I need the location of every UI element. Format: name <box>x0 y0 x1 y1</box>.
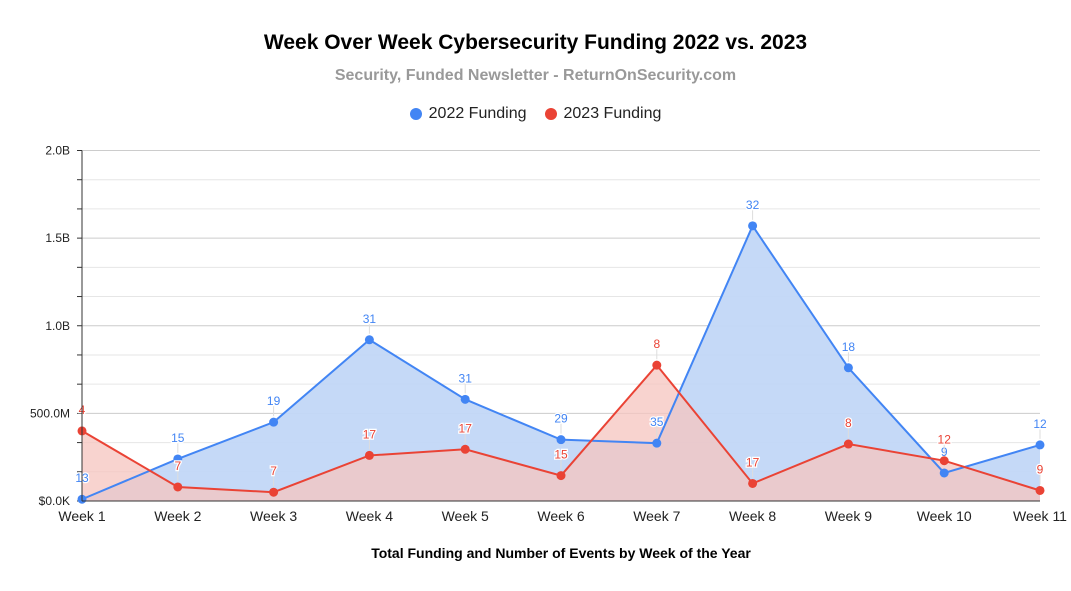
data-point <box>748 478 758 488</box>
data-point <box>652 438 662 448</box>
data-label: 32 <box>746 198 760 212</box>
data-point <box>652 360 662 370</box>
legend: 2022 Funding 2023 Funding <box>0 105 1071 123</box>
x-tick-label: Week 2 <box>154 508 201 524</box>
data-label: 35 <box>650 415 664 429</box>
legend-label: 2023 Funding <box>563 105 662 122</box>
data-point <box>748 221 758 231</box>
data-point <box>939 456 949 466</box>
data-point <box>460 444 470 454</box>
data-label: 7 <box>174 459 181 473</box>
data-point <box>269 417 279 427</box>
data-point <box>1035 485 1045 495</box>
data-point <box>939 468 949 478</box>
data-point <box>460 394 470 404</box>
data-point <box>269 487 279 497</box>
data-point <box>173 482 183 492</box>
data-label: 15 <box>554 448 568 462</box>
legend-item-2022[interactable]: 2022 Funding <box>409 105 527 123</box>
data-label: 31 <box>363 312 377 326</box>
data-label: 18 <box>842 340 856 354</box>
y-tick-label: 2.0B <box>45 144 70 158</box>
data-label: 8 <box>653 337 660 351</box>
x-tick-label: Week 9 <box>825 508 872 524</box>
area-2022-funding <box>82 225 1040 502</box>
x-tick-label: Week 4 <box>346 508 393 524</box>
chart-subtitle: Security, Funded Newsletter - ReturnOnSe… <box>334 67 737 84</box>
y-tick-label: $0.0K <box>39 494 70 508</box>
data-label: 9 <box>1037 462 1044 476</box>
data-point <box>843 439 853 449</box>
data-label: 19 <box>267 394 281 408</box>
data-point <box>843 363 853 373</box>
x-tick-label: Week 8 <box>729 508 776 524</box>
data-point <box>556 435 566 445</box>
y-tick-label: 1.0B <box>45 319 70 333</box>
x-tick-label: Week 10 <box>917 508 972 524</box>
x-tick-label: Week 6 <box>537 508 584 524</box>
area-2023-funding <box>82 365 1040 501</box>
legend-label: 2022 Funding <box>428 105 527 122</box>
y-tick-label: 1.5B <box>45 231 70 245</box>
x-tick-label: Week 7 <box>633 508 680 524</box>
data-label: 7 <box>270 464 277 478</box>
data-point <box>364 450 374 460</box>
chart-title: Week Over Week Cybersecurity Funding 202… <box>263 31 808 54</box>
legend-dot-icon <box>409 108 422 120</box>
data-point <box>364 335 374 345</box>
y-tick-label: 500.0M <box>30 406 70 420</box>
legend-dot-icon <box>544 108 557 120</box>
data-point <box>173 454 183 464</box>
x-tick-label: Week 1 <box>58 508 105 524</box>
data-label: 8 <box>845 416 852 430</box>
data-label: 15 <box>171 431 185 445</box>
data-label: 31 <box>459 371 473 385</box>
data-label: 17 <box>459 421 473 435</box>
data-label: 17 <box>363 427 377 441</box>
x-tick-label: Week 5 <box>442 508 489 524</box>
x-tick-label: Week 11 <box>1013 508 1067 524</box>
data-label: 12 <box>938 433 952 447</box>
data-label: 12 <box>1033 417 1047 431</box>
data-label: 29 <box>554 412 568 426</box>
x-tick-label: Week 3 <box>250 508 297 524</box>
data-point <box>556 471 566 481</box>
data-label: 17 <box>746 455 760 469</box>
data-point <box>1035 440 1045 450</box>
x-axis-title: Total Funding and Number of Events by We… <box>371 545 751 561</box>
legend-item-2023[interactable]: 2023 Funding <box>544 105 662 123</box>
